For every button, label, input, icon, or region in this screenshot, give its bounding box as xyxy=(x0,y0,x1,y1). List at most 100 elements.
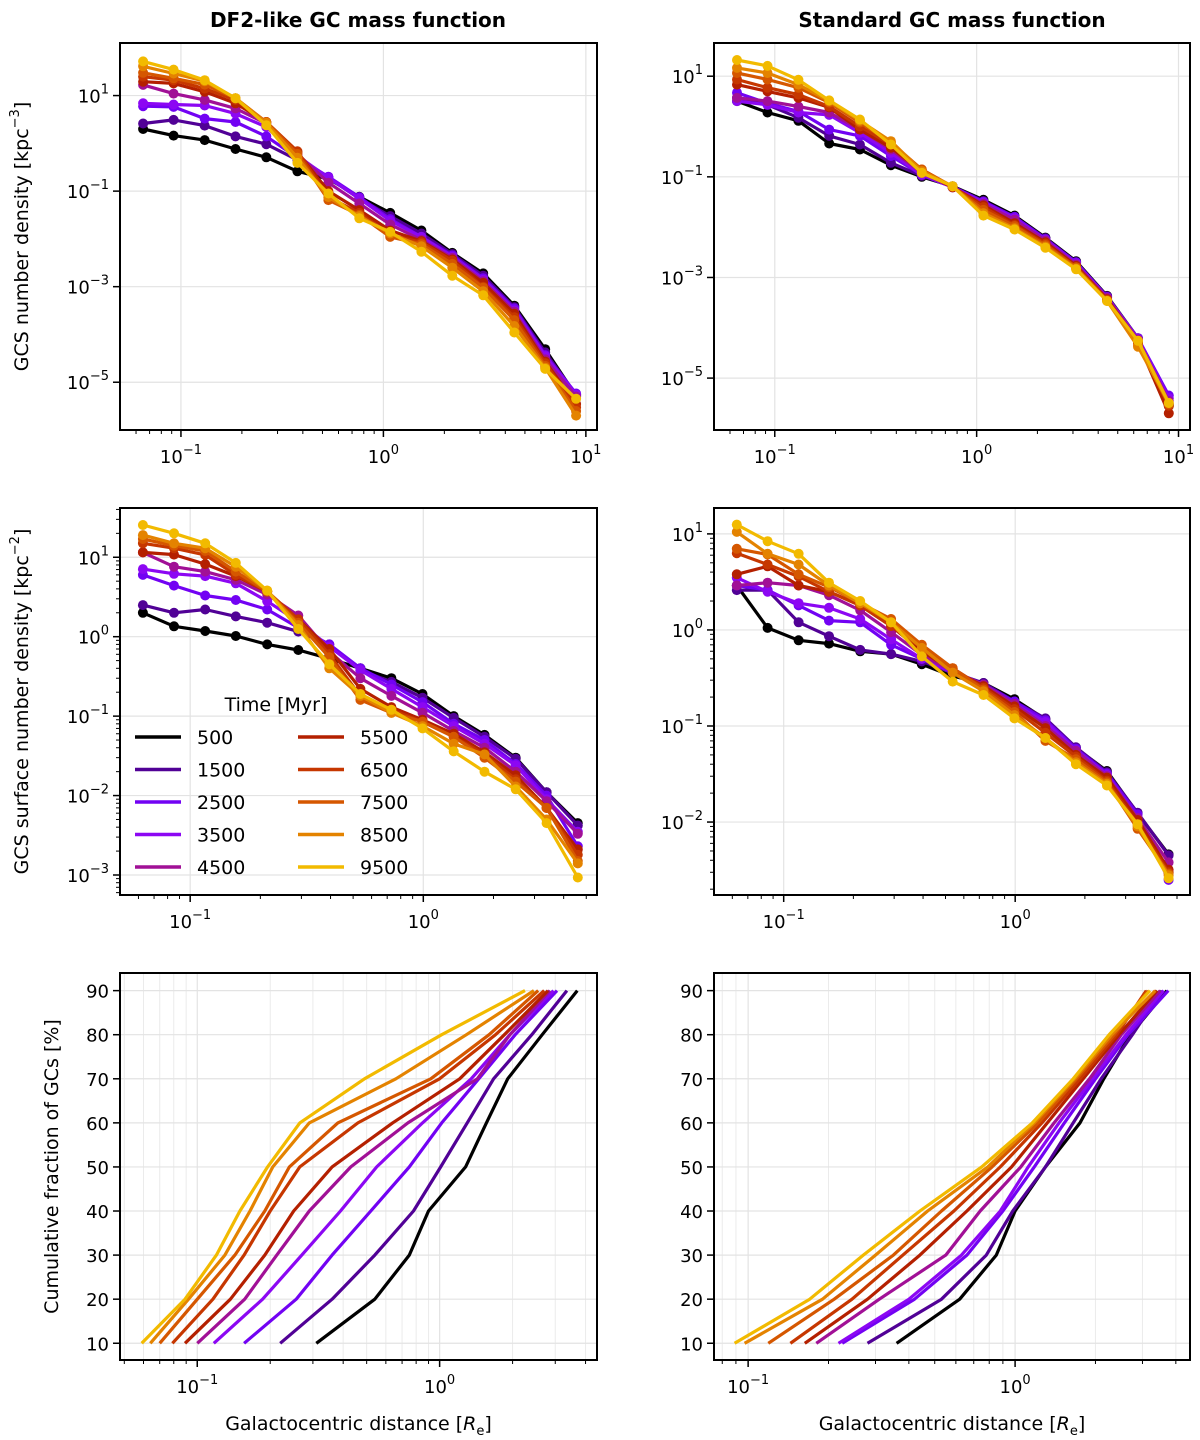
data-point xyxy=(199,75,210,86)
grid xyxy=(714,508,1190,895)
data-point xyxy=(978,690,989,700)
data-point xyxy=(824,602,834,613)
data-point xyxy=(1133,335,1143,346)
panel-bottom-left: 10−1 100 10 20 30 40 50 60 70 80 90 Cumulative frac… xyxy=(41,972,598,1439)
series-group xyxy=(733,989,1170,1345)
y-tick-label: 100 xyxy=(78,624,109,649)
series-group xyxy=(137,520,583,883)
data-point xyxy=(169,528,179,539)
data-point xyxy=(947,667,958,678)
data-point xyxy=(731,519,742,530)
data-point xyxy=(731,526,742,537)
data-point xyxy=(168,64,179,75)
data-point xyxy=(448,738,459,749)
data-point xyxy=(199,135,210,146)
data-point xyxy=(854,114,865,125)
series-line xyxy=(789,989,1148,1345)
data-point xyxy=(292,166,303,177)
y-tick-label: 80 xyxy=(680,1026,703,1047)
data-point xyxy=(417,723,428,734)
data-point xyxy=(479,749,490,760)
data-point xyxy=(762,622,773,633)
data-point xyxy=(261,131,272,142)
data-point xyxy=(323,177,334,188)
series-8500 xyxy=(743,989,1157,1345)
data-point xyxy=(793,580,804,591)
series-8500 xyxy=(149,989,535,1345)
legend-title: Time [Myr] xyxy=(224,694,328,716)
y-tick-label: 40 xyxy=(680,1202,703,1223)
axes-frame xyxy=(119,507,598,896)
data-point xyxy=(1040,242,1051,253)
data-point xyxy=(169,538,179,549)
ticks: 10−1 100 101 101 10−1 10−3 10−5 xyxy=(67,83,602,468)
series-line xyxy=(767,989,1150,1345)
data-point xyxy=(230,611,241,622)
data-point xyxy=(824,638,834,649)
data-point xyxy=(793,635,804,646)
series-line xyxy=(171,989,546,1345)
data-point xyxy=(169,580,179,591)
series-1500 xyxy=(138,114,582,400)
series-9500 xyxy=(140,989,526,1345)
y-tick-label: 20 xyxy=(680,1290,703,1311)
x-tick-label: 10−1 xyxy=(763,908,805,933)
y-tick-label: 10−3 xyxy=(67,862,109,887)
data-point xyxy=(886,617,897,628)
legend-entry-500: 500 xyxy=(135,727,233,749)
x-axis-label: Galactocentric distance [Re​] xyxy=(819,1413,1086,1439)
series-line xyxy=(183,989,550,1345)
series-line xyxy=(736,77,1171,407)
series-9500 xyxy=(138,56,582,404)
data-point xyxy=(1163,873,1174,884)
series-line xyxy=(743,989,1157,1345)
series-line xyxy=(841,989,1170,1345)
series-line xyxy=(736,96,1171,402)
data-point xyxy=(572,872,583,883)
series-1500 xyxy=(731,585,1174,861)
data-point xyxy=(355,665,366,676)
y-tick-label: 10−1 xyxy=(661,164,703,189)
y-tick-label: 60 xyxy=(86,1114,109,1135)
series-group xyxy=(731,519,1174,885)
data-point xyxy=(571,410,582,421)
y-tick-label: 50 xyxy=(680,1158,703,1179)
data-point xyxy=(386,704,397,715)
y-tick-label: 10−2 xyxy=(67,783,109,808)
x-tick-label: 100 xyxy=(408,908,439,933)
data-point xyxy=(200,559,211,570)
data-point xyxy=(230,93,241,104)
legend-entry-6500: 6500 xyxy=(298,760,408,782)
data-point xyxy=(978,210,989,221)
data-point xyxy=(793,89,804,100)
x-axis-label: Galactocentric distance [Re​] xyxy=(225,1413,492,1439)
y-axis-label: GCS surface number density [kpc−2​] xyxy=(8,529,33,875)
data-point xyxy=(137,520,148,530)
data-point xyxy=(416,246,427,257)
y-tick-label: 10−1 xyxy=(67,178,109,203)
ticks: 10−1 100 10 20 30 40 50 60 70 80 90 xyxy=(86,982,587,1398)
data-point xyxy=(510,784,521,795)
series-line xyxy=(243,989,559,1345)
data-point xyxy=(479,766,490,777)
legend-entry-2500: 2500 xyxy=(135,792,245,814)
legend-entry-8500: 8500 xyxy=(298,825,408,847)
series-line xyxy=(736,99,1171,399)
series-line xyxy=(149,989,535,1345)
panel-middle-right: 10−1 100 101 100 10−1 10−2 xyxy=(661,507,1191,933)
data-point xyxy=(417,707,428,718)
data-point xyxy=(168,130,179,141)
data-point xyxy=(1071,264,1082,275)
panels: 10−1 100 101 101 10−1 10−3 10−5 GCS number dens… xyxy=(8,42,1194,1439)
series-line xyxy=(140,989,526,1345)
data-point xyxy=(824,615,834,626)
grid xyxy=(714,43,1190,430)
data-point xyxy=(793,569,804,580)
data-point xyxy=(1101,780,1112,791)
data-point xyxy=(1163,398,1174,408)
panel-middle-left: 10−1 100 101 100 10−1 10−2 10−3 GCS surface num… xyxy=(8,507,598,933)
legend-entry-1500: 1500 xyxy=(135,760,245,782)
data-point xyxy=(854,139,865,150)
x-tick-label: 10−1 xyxy=(169,908,211,933)
data-point xyxy=(137,564,148,575)
